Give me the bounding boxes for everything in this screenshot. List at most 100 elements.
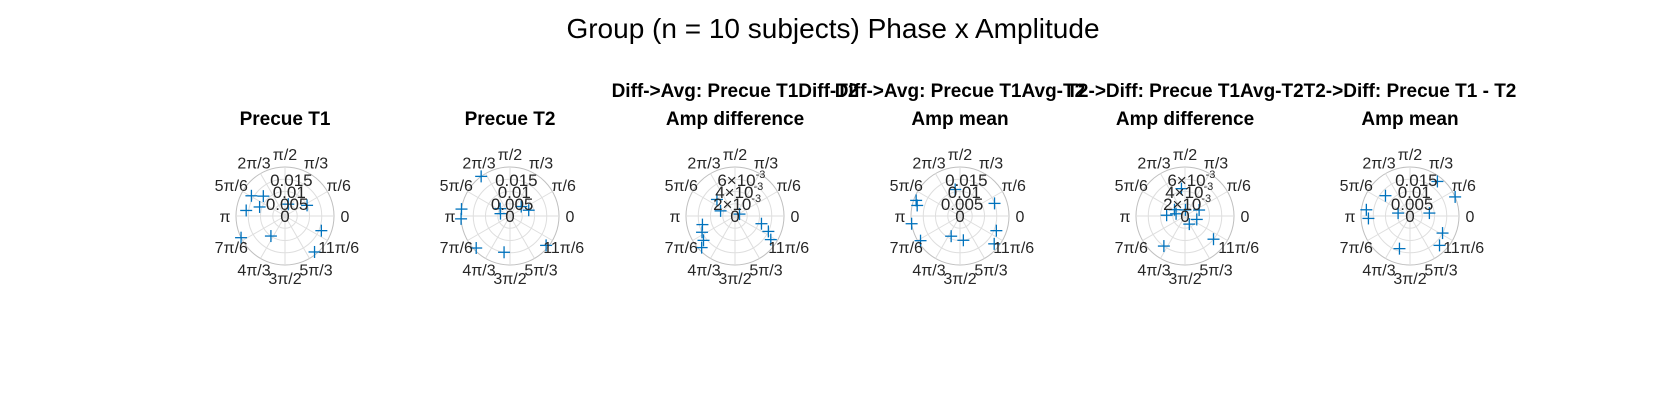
theta-tick-label: π/3: [1429, 155, 1453, 172]
theta-tick-label: 2π/3: [1137, 155, 1170, 172]
theta-grid-spoke: [485, 215, 511, 259]
theta-grid-spoke: [1160, 215, 1186, 259]
theta-grid-spoke: [959, 191, 1003, 217]
panel-suptitle: Diff->Avg: Precue T1Diff-T2: [612, 81, 859, 102]
data-point: [264, 230, 277, 243]
r-tick-label: 0: [1180, 207, 1189, 226]
theta-tick-label: 2π/3: [237, 155, 270, 172]
theta-tick-label: 11π/6: [993, 240, 1034, 257]
theta-tick-label: 5π/6: [440, 178, 473, 195]
theta-grid-spoke: [710, 215, 736, 259]
theta-tick-label: 3π/2: [1393, 271, 1426, 288]
data-point: [235, 231, 248, 244]
data-point: [475, 170, 488, 183]
r-tick-label: 0.015: [495, 171, 538, 190]
theta-tick-label: 5π/3: [1424, 263, 1457, 280]
data-point: [1392, 207, 1405, 220]
theta-tick-label: π: [669, 209, 680, 226]
theta-tick-label: π/3: [754, 155, 778, 172]
theta-grid-spoke: [509, 173, 535, 217]
data-point: [470, 242, 483, 255]
theta-tick-label: 5π/3: [299, 263, 332, 280]
panel-title: Amp mean: [1361, 109, 1458, 130]
data-point: [245, 189, 258, 202]
data-point: [308, 245, 321, 258]
theta-tick-label: π: [219, 209, 230, 226]
theta-tick-label: 5π/3: [749, 263, 782, 280]
theta-grid-spoke: [1409, 191, 1453, 217]
r-tick-label: 2×10-3: [713, 193, 761, 214]
theta-tick-label: 11π/6: [768, 240, 809, 257]
data-point: [914, 234, 927, 247]
panel-suptitle: Diff->Avg: Precue T1Avg-T2: [835, 81, 1085, 102]
data-point: [498, 246, 511, 259]
data-point: [1190, 213, 1203, 226]
polar-panel-2: Precue T200.0050.010.0150π/6π/3π/22π/35π…: [440, 109, 585, 288]
theta-grid-spoke: [509, 215, 553, 241]
theta-grid-spoke: [260, 215, 286, 259]
panel-title: Amp difference: [666, 109, 804, 130]
data-point: [990, 224, 1003, 237]
theta-tick-label: π: [1119, 209, 1130, 226]
data-point: [762, 225, 775, 238]
theta-tick-label: 2π/3: [1362, 155, 1395, 172]
theta-tick-label: 7π/6: [1115, 240, 1148, 257]
theta-grid-spoke: [959, 173, 985, 217]
data-point: [988, 197, 1001, 210]
theta-tick-label: 3π/2: [268, 271, 301, 288]
theta-tick-label: π/3: [529, 155, 553, 172]
theta-grid-spoke: [710, 173, 736, 217]
data-point: [1436, 227, 1449, 240]
data-point: [1433, 239, 1446, 252]
theta-grid-spoke: [509, 191, 553, 217]
data-point: [710, 193, 723, 206]
data-point: [240, 204, 253, 217]
theta-grid-spoke: [467, 215, 511, 241]
data-point: [1393, 242, 1406, 255]
theta-grid-spoke: [1142, 191, 1186, 217]
theta-tick-label: π/6: [326, 178, 350, 195]
data-point: [253, 200, 266, 213]
theta-tick-label: 7π/6: [890, 240, 923, 257]
theta-tick-label: 4π/3: [687, 263, 720, 280]
theta-tick-label: 0: [1466, 209, 1475, 226]
theta-grid-spoke: [1367, 215, 1411, 241]
theta-tick-label: 2π/3: [687, 155, 720, 172]
theta-tick-label: 5π/6: [215, 178, 248, 195]
theta-grid-spoke: [734, 191, 778, 217]
theta-tick-label: π/6: [776, 178, 800, 195]
data-point: [1449, 190, 1462, 203]
theta-tick-label: 5π/3: [524, 263, 557, 280]
theta-tick-label: 3π/2: [1168, 271, 1201, 288]
data-point: [1183, 218, 1196, 231]
theta-tick-label: π/3: [304, 155, 328, 172]
theta-tick-label: 4π/3: [912, 263, 945, 280]
data-point: [1157, 240, 1170, 253]
data-point: [522, 204, 535, 217]
theta-grid-spoke: [1385, 173, 1411, 217]
data-point: [733, 208, 746, 221]
data-point: [494, 207, 507, 220]
r-tick-label: 6×10-3: [717, 169, 765, 190]
theta-tick-label: π/2: [723, 147, 747, 164]
theta-grid-spoke: [935, 215, 961, 259]
data-point: [1170, 207, 1183, 220]
theta-tick-label: 3π/2: [943, 271, 976, 288]
data-point: [696, 218, 709, 231]
data-point: [1179, 203, 1192, 216]
data-point: [1193, 204, 1206, 217]
panel-suptitle: T2->Diff: Precue T1Avg-T2: [1066, 81, 1303, 102]
theta-tick-label: 7π/6: [440, 240, 473, 257]
theta-tick-label: π: [444, 209, 455, 226]
theta-tick-label: 4π/3: [1137, 263, 1170, 280]
theta-tick-label: 3π/2: [493, 271, 526, 288]
data-point: [1207, 233, 1220, 246]
theta-tick-label: 2π/3: [912, 155, 945, 172]
data-point: [695, 241, 708, 254]
theta-tick-label: 11π/6: [543, 240, 584, 257]
r-tick-label: 0: [730, 207, 739, 226]
theta-grid-spoke: [284, 173, 310, 217]
theta-tick-label: π/2: [273, 147, 297, 164]
